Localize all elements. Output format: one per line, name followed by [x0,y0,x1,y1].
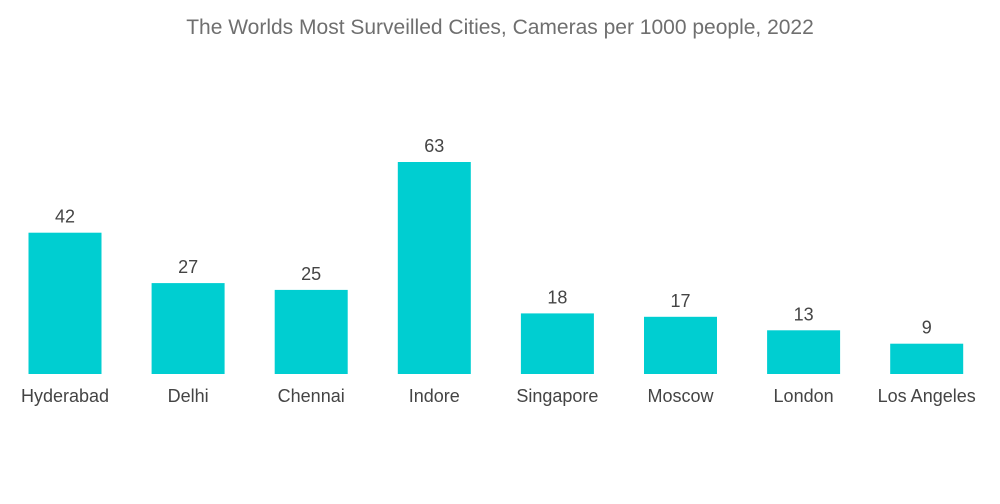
data-label: 9 [922,318,932,338]
data-label: 42 [55,207,75,227]
data-label: 25 [301,264,321,284]
bar-singapore [520,313,594,374]
x-tick-label: Indore [409,386,460,406]
x-tick-label: Singapore [516,386,598,406]
bar-delhi [151,283,225,374]
bar-chennai [274,289,348,374]
bar-hyderabad [28,232,102,374]
x-tick-label: Hyderabad [21,386,109,406]
x-tick-label: Delhi [168,386,209,406]
data-label: 27 [178,257,198,277]
data-label: 18 [547,287,567,307]
bar-los-angeles [890,343,964,374]
chart-title: The Worlds Most Surveilled Cities, Camer… [186,16,814,39]
x-tick-label: Los Angeles [878,386,976,406]
data-label: 63 [424,136,444,156]
data-label: 17 [670,291,690,311]
bar-london [767,330,841,374]
x-tick-label: Chennai [278,386,345,406]
data-label: 13 [794,304,814,324]
x-tick-label: Moscow [647,386,714,406]
x-tick-label: London [774,386,834,406]
bar-indore [397,162,471,374]
bar-moscow [644,316,717,374]
